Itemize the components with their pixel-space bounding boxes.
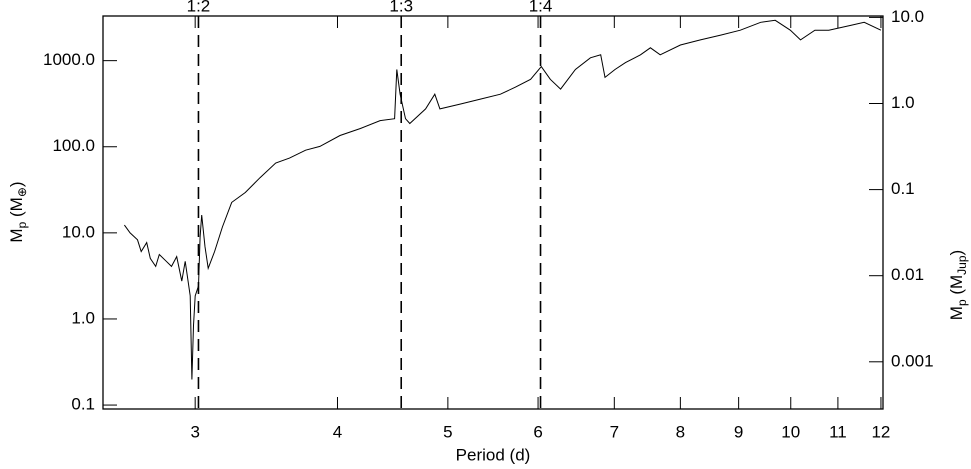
x-tick-label: 3 <box>190 422 199 441</box>
y-tick-label: 0.1 <box>71 395 95 414</box>
resonance-label: 1:2 <box>187 0 211 15</box>
y-tick-label: 1000.0 <box>43 50 95 69</box>
label-part: p <box>955 299 969 306</box>
plot-frame <box>102 15 884 410</box>
label-part: ⊕ <box>15 187 29 197</box>
data-line <box>123 19 882 380</box>
y2-tick-label: 0.001 <box>891 351 934 370</box>
x-tick-label: 10 <box>781 422 800 441</box>
y-tick-label: 1.0 <box>71 308 95 327</box>
resonance-label: 1:3 <box>389 0 413 15</box>
x-axis-label: Period (d) <box>456 445 531 464</box>
x-tick-label: 5 <box>443 422 452 441</box>
y2-tick-label: 0.01 <box>891 265 924 284</box>
label-part: M <box>947 306 966 320</box>
label-part: ) <box>947 250 966 256</box>
x-tick-label: 11 <box>829 422 847 441</box>
x-tick-label: 4 <box>333 422 342 441</box>
y2-axis-label: Mp (MJup) <box>947 250 969 320</box>
y-tick-label: 10.0 <box>62 222 95 241</box>
x-tick-label: 9 <box>734 422 743 441</box>
label-part: M <box>7 228 26 242</box>
label-part: (M <box>947 275 966 300</box>
y-axis-label: Mp (M⊕) <box>7 181 29 242</box>
x-tick-label: 12 <box>871 422 890 441</box>
y2-tick-label: 0.1 <box>891 179 915 198</box>
y2-tick-label: 10.0 <box>891 7 924 26</box>
y2-tick-label: 1.0 <box>891 93 915 112</box>
resonance-label: 1:4 <box>529 0 553 15</box>
x-tick-label: 6 <box>533 422 542 441</box>
label-part: (M <box>7 197 26 222</box>
label-part: p <box>15 221 29 228</box>
label-part: Jup <box>955 255 969 275</box>
y-tick-label: 100.0 <box>52 136 95 155</box>
x-tick-label: 7 <box>610 422 619 441</box>
x-tick-label: 8 <box>676 422 685 441</box>
label-part: ) <box>7 181 26 187</box>
